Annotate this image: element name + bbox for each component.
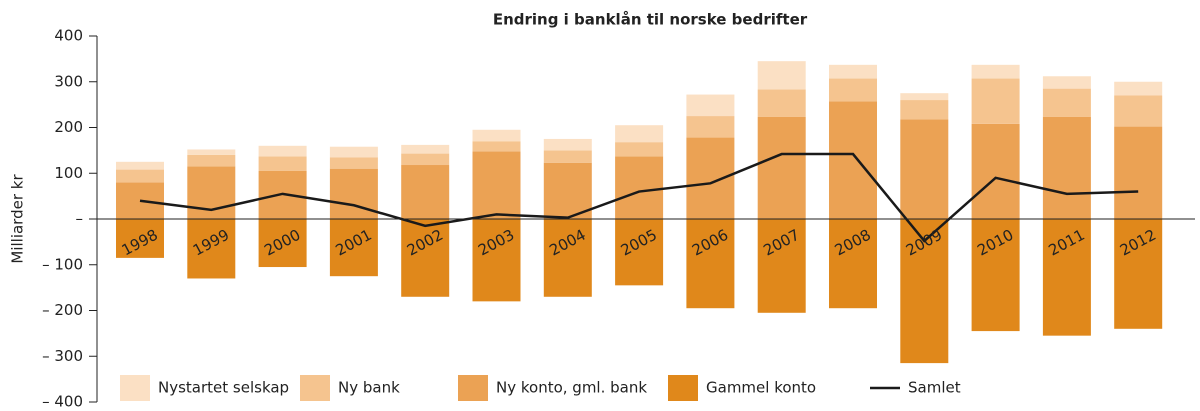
bar <box>329 168 378 219</box>
bars <box>116 61 1163 364</box>
bar <box>1114 219 1163 329</box>
legend-label: Ny konto, gml. bank <box>496 379 647 397</box>
bar <box>615 219 664 286</box>
y-axis-label: Milliarder kr <box>9 174 27 264</box>
y-tick-label: – 300 <box>42 347 83 365</box>
bar <box>900 100 949 120</box>
bar <box>116 219 164 258</box>
bar <box>187 154 236 167</box>
bar <box>329 157 378 169</box>
bar <box>258 156 307 171</box>
bar <box>615 156 664 219</box>
bar <box>757 61 806 90</box>
bar <box>1114 81 1163 96</box>
bar <box>329 219 378 277</box>
bar <box>1114 126 1163 219</box>
y-tick-label: 400 <box>54 27 83 45</box>
y-tick-label: 200 <box>54 118 83 136</box>
y-tick-label: – 200 <box>42 301 83 319</box>
bar <box>187 219 236 279</box>
bar <box>971 123 1020 219</box>
bar <box>971 64 1020 79</box>
legend-label: Ny bank <box>338 379 400 397</box>
bar <box>401 144 450 154</box>
bar <box>543 138 592 151</box>
legend-swatch <box>668 375 698 401</box>
bar <box>686 116 735 138</box>
bar <box>615 142 664 157</box>
bar <box>757 89 806 117</box>
bar <box>258 145 307 157</box>
bar <box>829 101 877 219</box>
bar <box>900 93 949 101</box>
bar <box>329 146 378 158</box>
legend-label: Samlet <box>908 379 961 397</box>
bar <box>116 169 164 183</box>
bar <box>686 137 735 219</box>
y-tick-label: – <box>76 210 84 228</box>
legend-label: Gammel konto <box>706 379 816 397</box>
bar <box>757 219 806 313</box>
y-tick-label: – 100 <box>42 255 83 273</box>
bar <box>757 116 806 219</box>
bar <box>472 129 521 142</box>
bar <box>900 219 949 364</box>
y-tick-label: 100 <box>54 164 83 182</box>
legend-swatch <box>458 375 488 401</box>
bar <box>829 64 877 79</box>
bar <box>116 161 164 170</box>
bar <box>1042 76 1091 89</box>
bar <box>1042 116 1091 219</box>
bar <box>543 150 592 163</box>
bar <box>187 149 236 155</box>
bar <box>472 219 521 302</box>
bar <box>1114 95 1163 127</box>
bar <box>971 219 1020 332</box>
line <box>139 152 1139 243</box>
bar <box>686 219 735 309</box>
bar <box>971 78 1020 124</box>
bar <box>1042 88 1091 117</box>
bar <box>401 165 450 219</box>
bar <box>900 119 949 219</box>
bar <box>686 94 735 117</box>
bar <box>401 153 450 166</box>
legend-swatch <box>120 375 150 401</box>
legend-label: Nystartet selskap <box>158 379 289 397</box>
legend-swatch <box>300 375 330 401</box>
bar <box>258 219 307 268</box>
chart-title: Endring i banklån til norske bedrifter <box>493 11 808 29</box>
bar <box>543 219 592 297</box>
y-tick-label: – 400 <box>42 393 83 411</box>
bar <box>401 219 450 297</box>
bar <box>615 125 664 143</box>
bar <box>543 162 592 219</box>
y-tick-label: 300 <box>54 72 83 90</box>
bar <box>829 219 877 309</box>
bar <box>829 78 877 102</box>
bar <box>1042 219 1091 336</box>
bar <box>472 141 521 152</box>
bar <box>472 151 521 219</box>
